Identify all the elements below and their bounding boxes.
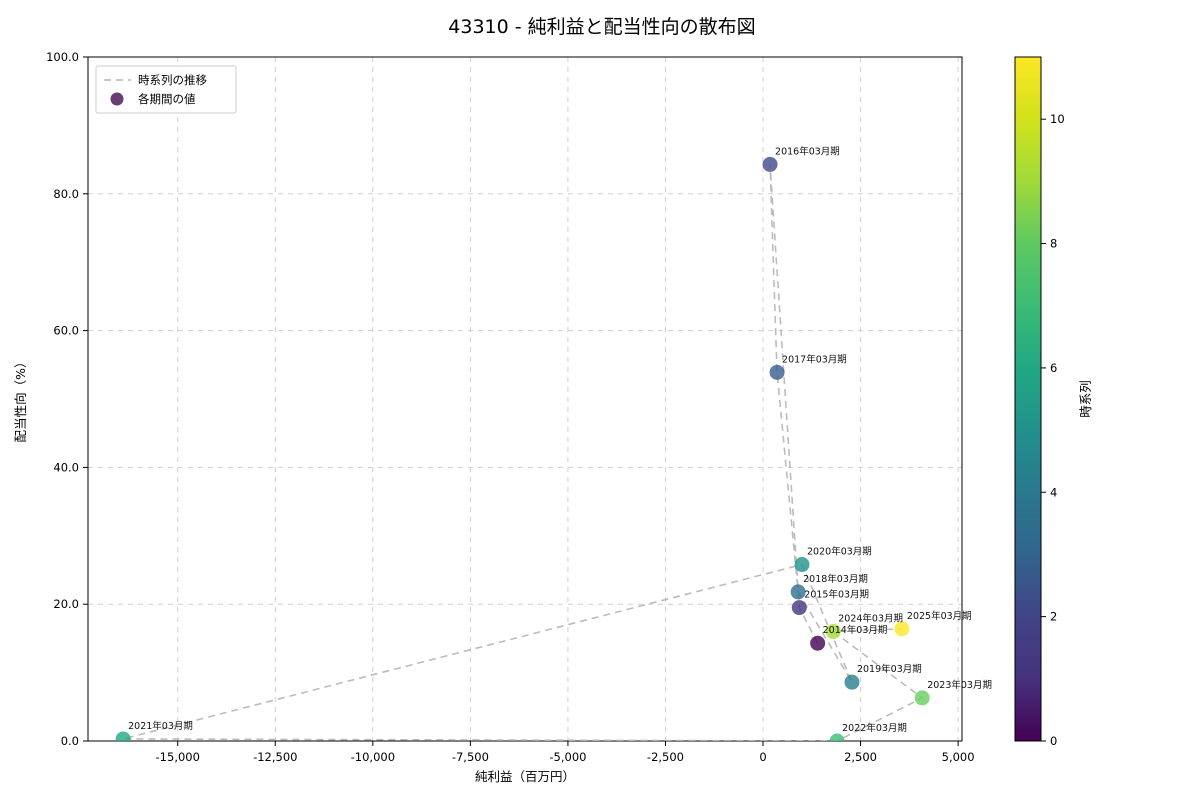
point-annotation: 2019年03月期 xyxy=(857,663,922,675)
colorbar-label: 時系列 xyxy=(1078,380,1093,418)
plot-border xyxy=(87,56,963,742)
point-annotations-group: 2014年03月期 2015年03月期 2016年03月期 2017年03月期 2018… xyxy=(128,145,992,734)
y-tick-label: 0.0 xyxy=(61,734,79,748)
legend: 時系列の推移 各期間の値 xyxy=(95,65,237,114)
data-point-5 xyxy=(844,674,860,690)
colorbar-tick-label: 10 xyxy=(1050,112,1065,126)
x-tick-label: -2,500 xyxy=(647,750,684,764)
point-annotation: 2024年03月期 xyxy=(838,613,903,625)
point-annotation: 2025年03月期 xyxy=(907,610,972,622)
y-tick-label: 100.0 xyxy=(46,50,79,64)
x-tick-label: -15,000 xyxy=(156,750,200,764)
point-annotation: 2021年03月期 xyxy=(128,720,193,732)
colorbar-tick-label: 0 xyxy=(1050,734,1057,748)
x-tick-label: -12,500 xyxy=(253,750,297,764)
data-points-group xyxy=(115,156,930,741)
y-axis-ticks: 0.0 20.0 40.0 60.0 80.0 100.0 xyxy=(46,50,88,748)
data-point-3 xyxy=(769,364,785,380)
x-axis-ticks: -15,000 -12,500 -10,000 -7,500 -5,000 -2,500 0… xyxy=(156,741,975,764)
data-point-4 xyxy=(790,584,806,600)
data-point-7 xyxy=(115,731,131,741)
y-tick-label: 80.0 xyxy=(53,187,79,201)
data-point-1 xyxy=(791,600,807,616)
chart-title: 43310 - 純利益と配当性向の散布図 xyxy=(448,16,755,38)
data-point-6 xyxy=(794,557,810,573)
data-point-11 xyxy=(894,621,910,637)
colorbar: 0 2 4 6 8 10 時系列 xyxy=(1014,56,1093,748)
point-annotation: 2020年03月期 xyxy=(807,546,872,558)
x-tick-label: 0 xyxy=(759,750,766,764)
colorbar-ticks: 0 2 4 6 8 10 xyxy=(1041,112,1065,748)
time-series-line xyxy=(122,164,924,741)
colorbar-tick-label: 4 xyxy=(1050,485,1057,499)
data-point-0 xyxy=(810,635,826,651)
y-tick-label: 60.0 xyxy=(53,324,79,338)
point-annotation: 2022年03月期 xyxy=(842,722,907,734)
point-annotation: 2018年03月期 xyxy=(803,573,868,585)
point-annotation: 2015年03月期 xyxy=(804,589,869,601)
colorbar-gradient xyxy=(1015,57,1041,741)
data-point-10 xyxy=(825,624,841,640)
point-annotation: 2023年03月期 xyxy=(927,679,992,691)
legend-point-label: 各期間の値 xyxy=(138,92,196,106)
data-point-8 xyxy=(829,733,845,741)
time-series-line-group xyxy=(122,164,924,741)
x-axis-label: 純利益（百万円） xyxy=(475,769,575,784)
colorbar-frame xyxy=(1014,56,1042,742)
data-point-9 xyxy=(914,690,930,706)
point-annotation: 2016年03月期 xyxy=(775,145,840,157)
gridlines xyxy=(88,56,962,742)
data-point-2 xyxy=(762,156,778,172)
point-annotation: 2014年03月期 xyxy=(823,624,888,636)
y-tick-label: 20.0 xyxy=(53,597,79,611)
x-tick-label: -7,500 xyxy=(452,750,489,764)
colorbar-tick-label: 2 xyxy=(1050,610,1057,624)
point-annotation: 2017年03月期 xyxy=(782,353,847,365)
x-tick-label: -5,000 xyxy=(549,750,586,764)
legend-point-sample xyxy=(110,92,124,106)
colorbar-tick-label: 6 xyxy=(1050,361,1057,375)
legend-box xyxy=(95,65,237,114)
colorbar-tick-label: 8 xyxy=(1050,237,1057,251)
y-tick-label: 40.0 xyxy=(53,460,79,474)
y-axis-label: 配当性向（%） xyxy=(13,356,28,443)
x-tick-label: -10,000 xyxy=(351,750,395,764)
legend-line-label: 時系列の推移 xyxy=(138,73,207,87)
x-tick-label: 5,000 xyxy=(942,750,975,764)
x-tick-label: 2,500 xyxy=(844,750,877,764)
